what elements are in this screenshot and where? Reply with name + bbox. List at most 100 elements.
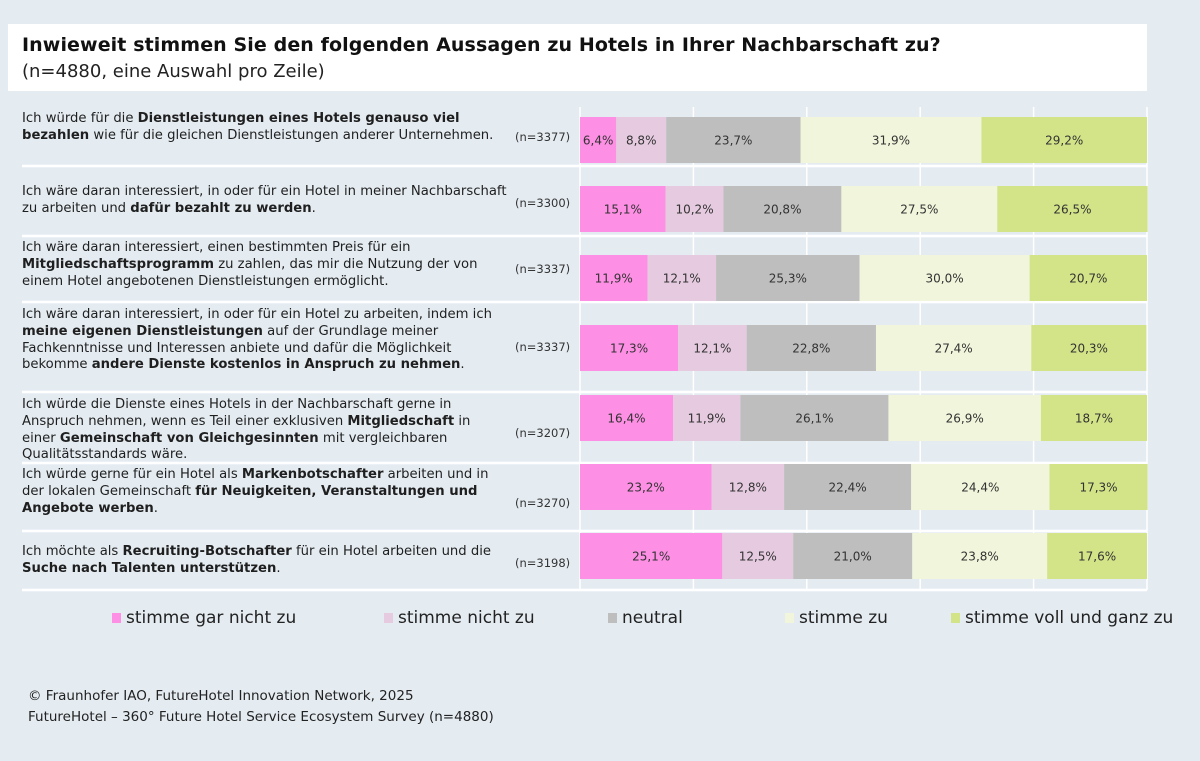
bar-segment <box>722 533 794 579</box>
row-label-emphasis: Markenbotschafter <box>241 467 384 482</box>
row-label-emphasis: meine eigenen Dienstleistungen <box>22 323 263 339</box>
bar-segment <box>647 255 717 301</box>
data-label: 23,8% <box>961 550 999 564</box>
legend-item: stimme gar nicht zu <box>112 608 296 628</box>
row-label-emphasis: Mitgliedschaftsprogramm <box>22 256 214 272</box>
row-sample-size: (n=3377) <box>515 130 571 144</box>
bar-segment <box>888 395 1041 441</box>
row-sample-size: (n=3270) <box>515 496 571 510</box>
row-label-text: . <box>311 200 316 216</box>
data-label: 11,9% <box>688 412 726 426</box>
legend-label: stimme gar nicht zu <box>126 608 297 628</box>
data-label: 12,1% <box>693 342 731 356</box>
row-label-text: für ein Hotel arbeiten und die <box>291 544 491 559</box>
bar-segment <box>981 117 1147 163</box>
bar-segment <box>875 325 1032 371</box>
legend-swatch <box>951 613 960 623</box>
data-label: 27,4% <box>935 342 973 356</box>
data-label: 22,8% <box>792 342 830 356</box>
row-label: Ich wäre daran interessiert, in oder für… <box>22 307 507 374</box>
row-label-text: Ich wäre daran interessiert, in oder für… <box>22 184 507 216</box>
legend-swatch <box>608 613 617 623</box>
row-sample-size: (n=3337) <box>515 340 571 354</box>
bar-segment <box>859 255 1030 301</box>
data-label: 24,4% <box>961 481 999 495</box>
data-label: 20,8% <box>763 203 801 217</box>
data-label: 10,2% <box>675 203 713 217</box>
row-label-text: . <box>460 357 465 373</box>
data-label: 21,0% <box>834 550 872 564</box>
data-label: 29,2% <box>1045 134 1083 148</box>
row-label-emphasis: andere Dienste kostenlos in Anspruch zu … <box>91 357 461 373</box>
legend-label: neutral <box>622 608 683 628</box>
row-label: Ich würde für die Dienstleistungen eines… <box>22 111 507 145</box>
legend-item: stimme zu <box>785 608 888 628</box>
legend-item: stimme voll und ganz zu <box>951 608 1173 628</box>
bar-segment <box>711 464 785 510</box>
bar-segment <box>716 255 860 301</box>
row-label-text: Ich würde für die <box>22 111 138 126</box>
legend-label: stimme zu <box>799 608 888 628</box>
row-label-text: mit vergleichbaren Qualitätsstandards wä… <box>22 430 448 463</box>
legend-swatch <box>112 613 121 623</box>
row-label-text: Ich wäre daran interessiert, in oder für… <box>22 307 492 322</box>
data-label: 16,4% <box>607 412 645 426</box>
bar-segment <box>723 186 842 232</box>
data-label: 12,5% <box>739 550 777 564</box>
data-label: 17,3% <box>610 342 648 356</box>
row-label: Ich möchte als Recruiting-Botschafter fü… <box>22 544 507 578</box>
row-label-text: in einer <box>22 413 471 446</box>
bar-segment <box>580 186 666 232</box>
legend-swatch <box>384 613 393 623</box>
bar-segment <box>997 186 1148 232</box>
bar-segment <box>672 395 741 441</box>
data-label: 6,4% <box>583 134 614 148</box>
row-sample-size: (n=3207) <box>515 426 571 440</box>
bar-segment <box>1040 395 1147 441</box>
legend-item: stimme nicht zu <box>384 608 535 628</box>
data-label: 15,1% <box>604 203 642 217</box>
data-label: 17,3% <box>1079 481 1117 495</box>
row-label-text: . <box>276 560 281 576</box>
bar-segment <box>1047 533 1147 579</box>
row-sample-size: (n=3300) <box>515 196 571 210</box>
row-label-text: . <box>153 500 158 516</box>
row-label-text: Ich wäre daran interessiert, einen besti… <box>22 240 411 255</box>
chart-subtitle: (n=4880, eine Auswahl pro Zeile) <box>22 61 325 82</box>
title-box: Inwieweit stimmen Sie den folgenden Auss… <box>8 24 1147 91</box>
legend-item: neutral <box>608 608 683 628</box>
data-label: 12,8% <box>729 481 767 495</box>
row-label-text: arbeiten und in der lokalen Gemeinschaft <box>22 467 489 499</box>
bar-segment <box>912 533 1048 579</box>
data-label: 11,9% <box>595 272 633 286</box>
bar-segment <box>665 186 724 232</box>
bar-segment <box>1031 325 1147 371</box>
bar-segment <box>841 186 998 232</box>
row-label: Ich wäre daran interessiert, in oder für… <box>22 184 507 218</box>
row-label-emphasis: für Neuigkeiten, Veranstaltungen und Ang… <box>22 483 478 516</box>
data-label: 26,1% <box>795 412 833 426</box>
data-label: 20,3% <box>1070 342 1108 356</box>
data-label: 27,5% <box>900 203 938 217</box>
data-label: 31,9% <box>872 134 910 148</box>
bar-segment <box>678 325 747 371</box>
row-label: Ich wäre daran interessiert, einen besti… <box>22 240 507 290</box>
row-label-emphasis: Gemeinschaft von Gleichgesinnten <box>59 430 319 446</box>
bar-segment <box>793 533 913 579</box>
row-label-text: auf der Grundlage meiner Fachkenntnisse … <box>22 323 452 373</box>
legend-label: stimme voll und ganz zu <box>965 608 1174 628</box>
bar-segment <box>580 325 679 371</box>
bar-segment <box>1029 255 1147 301</box>
chart-title: Inwieweit stimmen Sie den folgenden Auss… <box>22 34 941 56</box>
data-label: 25,3% <box>769 272 807 286</box>
bar-segment <box>580 395 673 441</box>
row-label: Ich würde die Dienste eines Hotels in de… <box>22 397 507 464</box>
legend-label: stimme nicht zu <box>398 608 535 628</box>
data-label: 12,1% <box>663 272 701 286</box>
bar-segment <box>666 117 801 163</box>
footer-survey: FutureHotel – 360° Future Hotel Service … <box>28 709 494 725</box>
data-label: 17,6% <box>1078 550 1116 564</box>
row-label-text: zu zahlen, das mir die Nutzung der von e… <box>22 256 478 289</box>
bar-segment <box>580 255 648 301</box>
